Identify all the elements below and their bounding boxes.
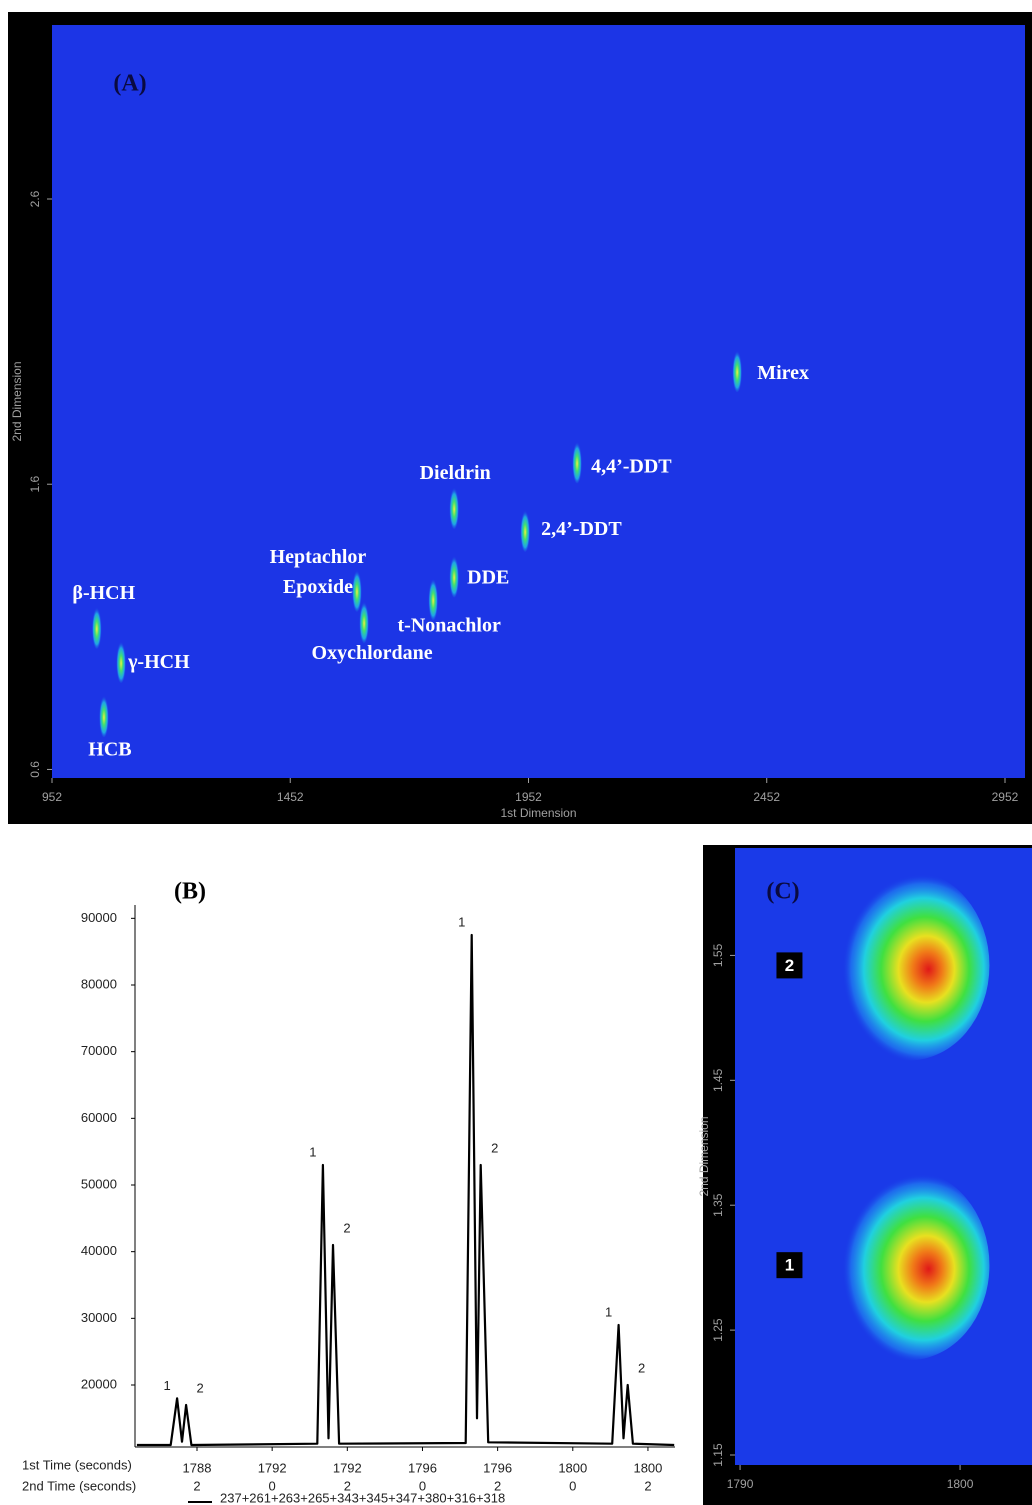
x-tick-label: 1792	[258, 1460, 287, 1475]
y-tick-label: 70000	[81, 1043, 117, 1058]
peak-spot	[116, 639, 127, 684]
panel-title: (A)	[113, 71, 146, 97]
peak-label-box	[776, 1252, 803, 1279]
x-tick-label: 1800	[633, 1460, 662, 1475]
compound-label: Oxychlordane	[312, 642, 433, 664]
compound-label: t-Nonachlor	[398, 614, 501, 636]
peak-spot	[449, 485, 460, 530]
peak-number: 2	[196, 1380, 203, 1395]
x-tick-label: 952	[42, 790, 62, 804]
x-tick-label: 1452	[277, 790, 304, 804]
panel-title: (C)	[766, 879, 799, 905]
peak-spot	[351, 567, 362, 612]
x-tick-label-2: 2	[344, 1478, 351, 1493]
compound-label: HCB	[88, 738, 131, 760]
peak-number: 2	[491, 1140, 498, 1155]
peak-number: 2	[638, 1360, 645, 1375]
x-axis-label-2: 2nd Time (seconds)	[22, 1478, 136, 1493]
x-tick-label-2: 2	[494, 1478, 501, 1493]
x-tick-label: 1792	[333, 1460, 362, 1475]
x-axis-label: 1st Time (seconds)	[22, 1457, 132, 1472]
y-tick-label: 40000	[81, 1243, 117, 1258]
compound-label: Dieldrin	[420, 462, 491, 484]
x-tick-label-2: 0	[569, 1478, 576, 1493]
peak-spot	[732, 348, 743, 393]
x-tick-label: 2452	[753, 790, 780, 804]
peak-number: 1	[605, 1304, 612, 1319]
y-tick-label: 1.6	[28, 476, 42, 493]
peak-number: 1	[458, 914, 465, 929]
peak-label: 1	[785, 1256, 794, 1275]
panel-title: (B)	[174, 879, 206, 905]
x-tick-label: 1952	[515, 790, 542, 804]
compound-label: 2,4’-DDT	[541, 517, 622, 539]
y-tick-label: 60000	[81, 1110, 117, 1125]
compound-label: DDE	[467, 566, 509, 588]
compound-label: γ-HCH	[127, 651, 190, 673]
y-tick-label: 1.55	[711, 943, 725, 967]
x-tick-label: 1800	[558, 1460, 587, 1475]
x-tick-label: 1796	[408, 1460, 437, 1475]
chromatogram-line	[136, 933, 675, 1447]
x-tick-label: 1796	[483, 1460, 512, 1475]
y-tick-label: 2.6	[28, 190, 42, 207]
peak-number: 2	[343, 1220, 350, 1235]
x-tick-label-2: 0	[269, 1478, 276, 1493]
compound-label: Heptachlor Epoxide	[270, 545, 367, 597]
y-tick-label: 1.35	[711, 1193, 725, 1217]
legend-label: 237+261+263+265+343+345+347+380+316+318	[220, 1490, 505, 1505]
x-tick-label-2: 2	[193, 1478, 200, 1493]
x-tick-label-2: 0	[419, 1478, 426, 1493]
x-tick-label: 1790	[727, 1477, 754, 1491]
compound-label: 4,4’-DDT	[591, 455, 672, 477]
peak-number: 1	[163, 1378, 170, 1393]
compound-label: Mirex	[757, 362, 809, 384]
peak-blob	[829, 870, 990, 1061]
plot-background	[52, 25, 1025, 778]
y-axis-label: 2nd Dimension	[697, 1116, 711, 1196]
y-axis-label: 2nd Dimension	[10, 361, 24, 441]
y-tick-label: 80000	[81, 976, 117, 991]
y-tick-label: 30000	[81, 1310, 117, 1325]
peak-number: 1	[309, 1144, 316, 1159]
peak-label: 2	[785, 956, 794, 975]
peak-spot	[520, 507, 531, 552]
y-tick-label: 1.15	[711, 1443, 725, 1467]
y-tick-label: 1.45	[711, 1068, 725, 1092]
peak-blob	[829, 1170, 990, 1361]
x-tick-label: 2952	[992, 790, 1019, 804]
y-tick-label: 90000	[81, 910, 117, 925]
x-tick-label: 1788	[183, 1460, 212, 1475]
peak-spot	[91, 604, 102, 649]
y-tick-label: 1.25	[711, 1318, 725, 1342]
peak-spot	[572, 439, 583, 484]
x-tick-label: 1800	[947, 1477, 974, 1491]
y-tick-label: 0.6	[28, 761, 42, 778]
x-tick-label-2: 2	[644, 1478, 651, 1493]
y-tick-label: 50000	[81, 1176, 117, 1191]
compound-label: β-HCH	[72, 581, 135, 603]
peak-spot	[359, 599, 370, 644]
peak-spot	[98, 693, 109, 738]
peak-label-box	[776, 952, 803, 979]
peak-spot	[428, 576, 439, 621]
x-axis-label: 1st Dimension	[500, 806, 576, 820]
peak-spot	[449, 553, 460, 598]
y-tick-label: 20000	[81, 1376, 117, 1391]
